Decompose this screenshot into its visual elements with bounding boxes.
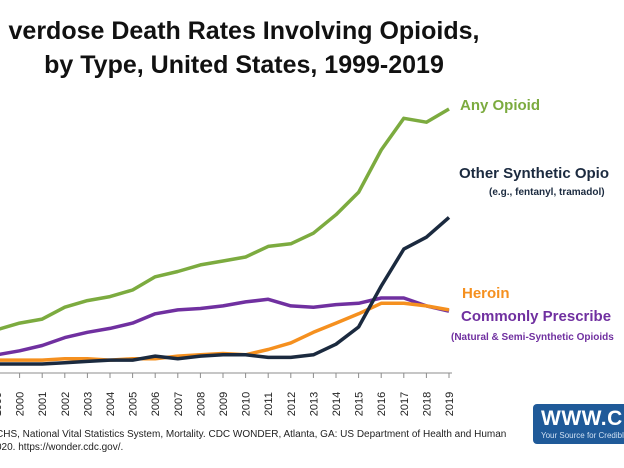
label-other-synthetic-sub: (e.g., fentanyl, tramadol) (489, 187, 605, 198)
x-tick-label: 2001 (37, 392, 49, 416)
x-tick-label: 1999 (0, 392, 4, 416)
chart-title-line1: verdose Death Rates Involving Opioids, (8, 17, 480, 45)
x-tick-label: 2015 (354, 392, 366, 416)
source-line1: CHS, National Vital Statistics System, M… (0, 429, 507, 440)
label-any-opioid: Any Opioid (460, 97, 540, 114)
x-tick-label: 2012 (286, 392, 298, 416)
x-tick-label: 2011 (263, 392, 275, 416)
x-axis: 1999 2000 2001 2002 2003 2004 2005 2006 2007 2008… (0, 372, 456, 416)
source-note: CHS, National Vital Statistics System, M… (0, 428, 516, 454)
series-line-any-opioid (0, 107, 450, 331)
label-commonly-prescribed: Commonly Prescribe (461, 308, 611, 325)
x-tick-label: 2006 (150, 392, 162, 416)
x-tick-label: 2010 (241, 392, 253, 416)
x-tick-label: 2016 (376, 392, 388, 416)
source-line2: 020. https://wonder.cdc.gov/. (0, 442, 124, 453)
label-other-synthetic: Other Synthetic Opio (459, 165, 609, 182)
label-commonly-prescribed-sub: (Natural & Semi-Synthetic Opioids (451, 332, 614, 343)
x-tick-label: 2013 (308, 392, 320, 416)
logo-tagline: Your Source for Credibl (541, 431, 624, 440)
x-tick-label: 2018 (421, 392, 433, 416)
series-line-heroin (0, 301, 450, 362)
x-tick-label: 2007 (173, 392, 185, 416)
label-heroin: Heroin (462, 285, 510, 302)
x-tick-label: 2008 (195, 392, 207, 416)
cdc-logo[interactable]: WWW.CI Your Source for Credibl (533, 404, 624, 444)
x-tick-label: 2004 (105, 392, 117, 416)
series-line-other-synthetic-opio (0, 216, 451, 366)
x-tick-label: 2003 (82, 392, 94, 416)
x-tick-label: 2009 (218, 392, 230, 416)
x-tick-label: 2014 (331, 392, 343, 416)
x-tick-label: 2000 (15, 392, 27, 416)
x-tick-label: 2002 (60, 392, 72, 416)
chart-title: verdose Death Rates Involving Opioids, b… (0, 14, 504, 82)
x-tick-label: 2005 (128, 392, 140, 416)
x-tick-label: 2019 (444, 392, 456, 416)
series-lines (0, 107, 451, 366)
logo-url-text: WWW.CI (541, 407, 624, 430)
chart-title-line2: by Type, United States, 1999-2019 (44, 51, 444, 79)
x-tick-label: 2017 (399, 392, 411, 416)
